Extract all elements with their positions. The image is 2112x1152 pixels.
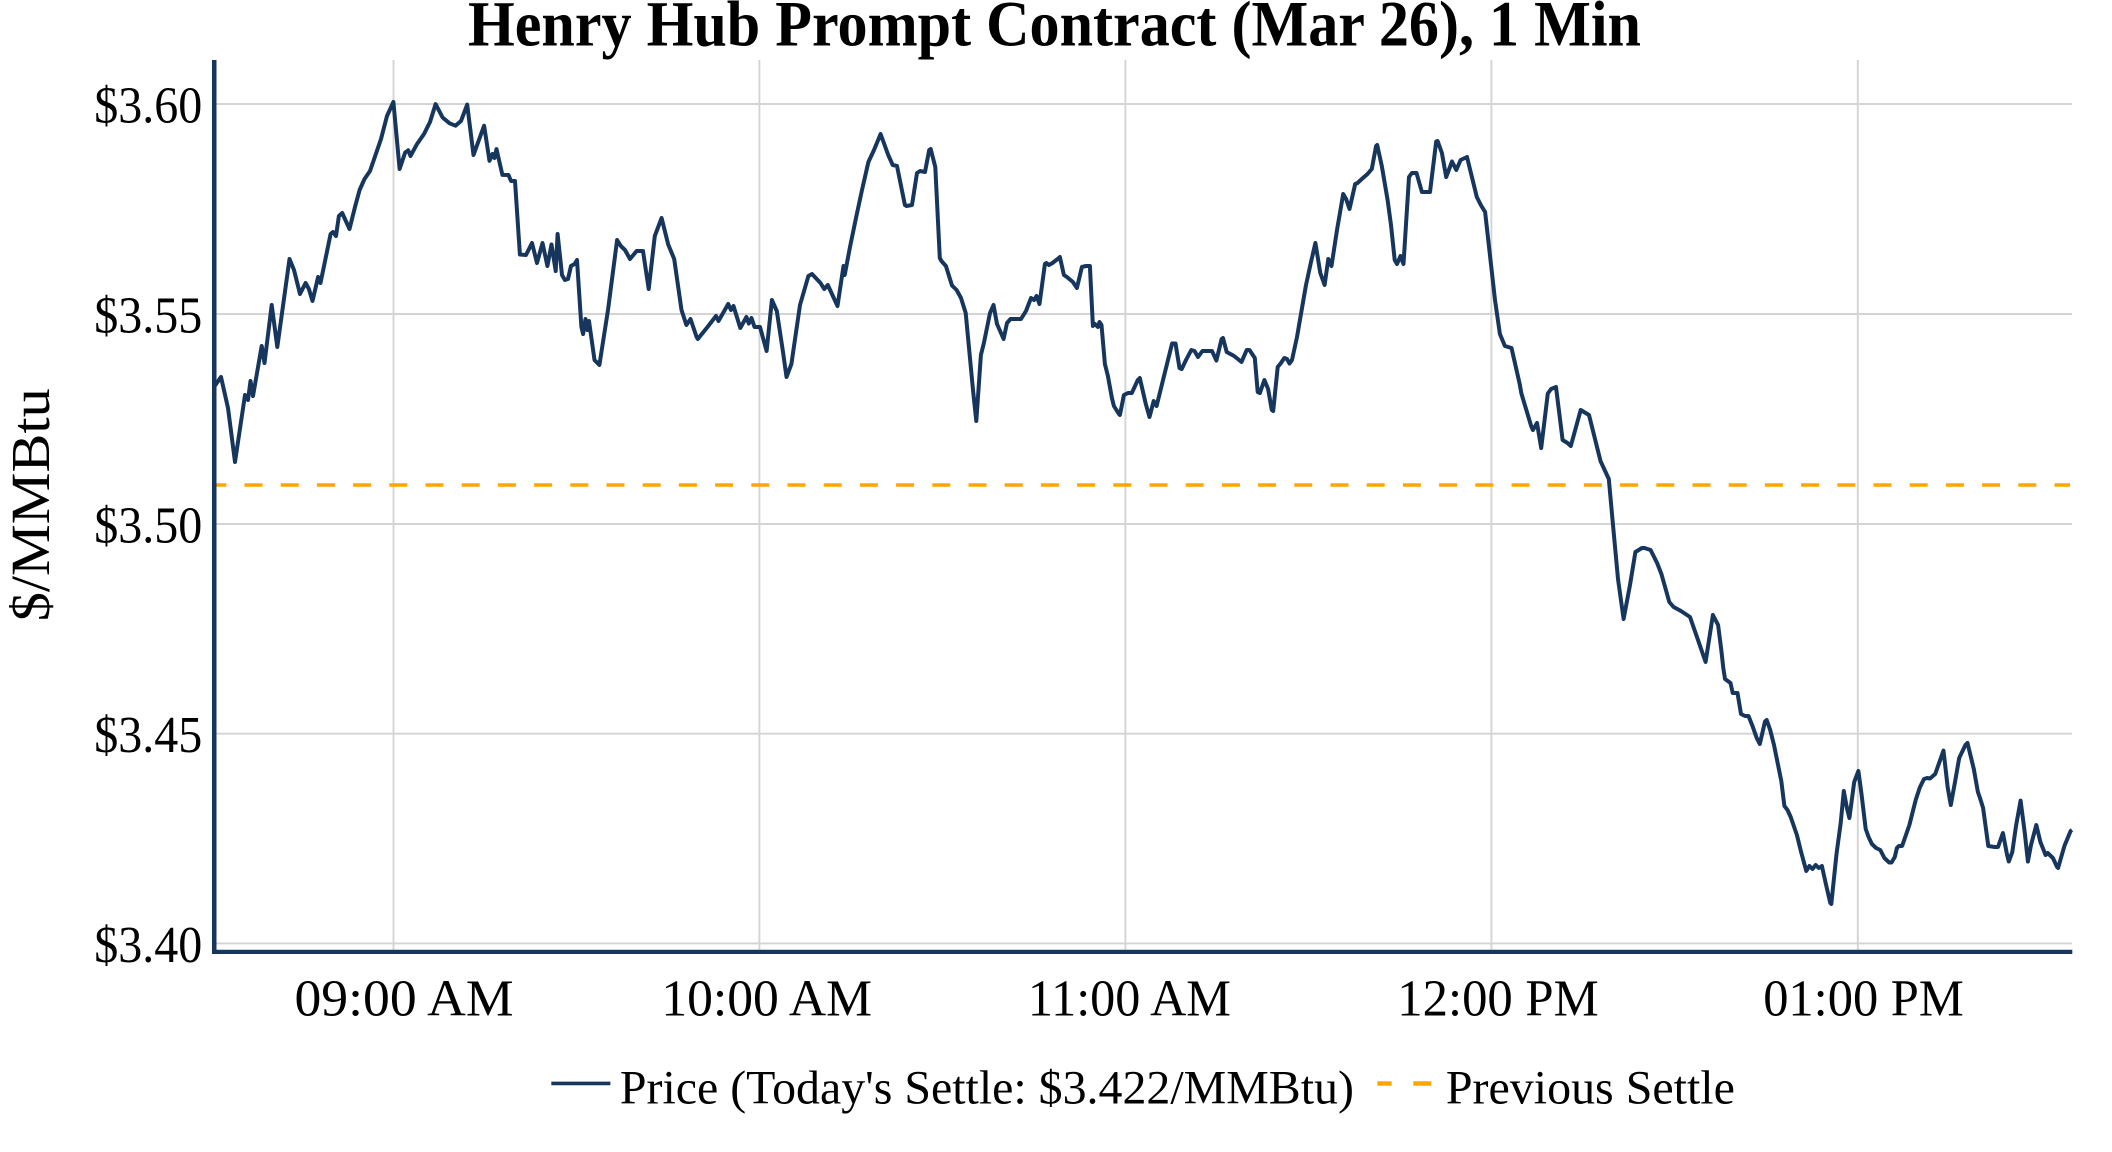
svg-text:$3.60: $3.60 xyxy=(94,78,202,135)
svg-text:$3.40: $3.40 xyxy=(94,917,202,974)
svg-text:12:00 PM: 12:00 PM xyxy=(1397,971,1598,1028)
svg-text:$3.50: $3.50 xyxy=(94,498,202,555)
svg-text:01:00 PM: 01:00 PM xyxy=(1763,971,1964,1028)
svg-text:$3.55: $3.55 xyxy=(94,288,202,345)
svg-text:$/MMBtu: $/MMBtu xyxy=(0,388,61,621)
svg-text:Henry Hub Prompt Contract (Mar: Henry Hub Prompt Contract (Mar 26), 1 Mi… xyxy=(468,0,1641,61)
svg-text:11:00 AM: 11:00 AM xyxy=(1028,971,1231,1028)
svg-text:09:00 AM: 09:00 AM xyxy=(295,971,514,1028)
svg-text:Previous Settle: Previous Settle xyxy=(1446,1062,1735,1115)
svg-text:$3.45: $3.45 xyxy=(94,707,202,764)
svg-text:10:00 AM: 10:00 AM xyxy=(661,971,872,1028)
svg-text:Price (Today's Settle: $3.422/: Price (Today's Settle: $3.422/MMBtu) xyxy=(620,1062,1354,1115)
